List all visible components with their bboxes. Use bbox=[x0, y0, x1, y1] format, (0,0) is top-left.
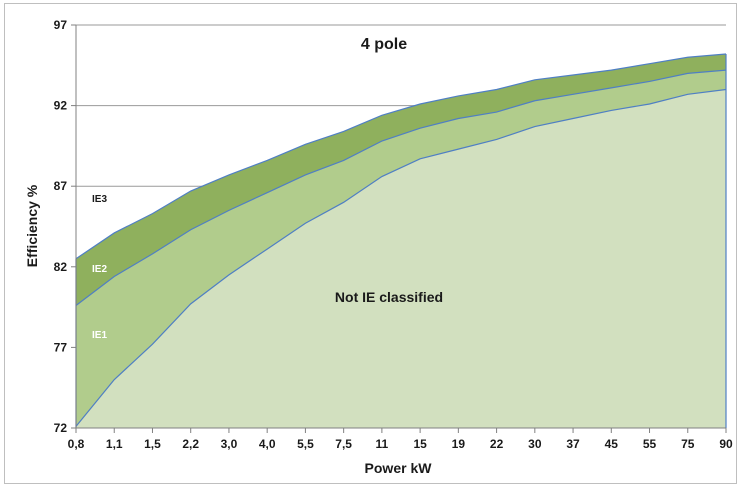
area-bands bbox=[76, 54, 726, 428]
x-tick-label-1: 1,1 bbox=[106, 437, 123, 451]
ie3-label: IE3 bbox=[92, 194, 107, 205]
x-axis-title: Power kW bbox=[365, 460, 433, 476]
x-tick-label-13: 37 bbox=[566, 437, 580, 451]
y-tick-label-2: 82 bbox=[54, 260, 68, 274]
y-tick-label-0: 72 bbox=[54, 421, 68, 435]
x-tick-label-10: 19 bbox=[452, 437, 466, 451]
y-tick-label-5: 97 bbox=[54, 18, 68, 32]
series-lines bbox=[75, 53, 727, 428]
x-tick-label-12: 30 bbox=[528, 437, 542, 451]
x-tick-label-8: 11 bbox=[376, 437, 389, 451]
y-tick-label-1: 77 bbox=[54, 340, 68, 354]
x-tick-label-7: 7,5 bbox=[335, 437, 352, 451]
x-tick-label-14: 45 bbox=[605, 437, 619, 451]
axes bbox=[71, 24, 727, 433]
area-ie1 bbox=[76, 70, 726, 427]
ie1-label: IE1 bbox=[92, 330, 107, 341]
x-tick-label-2: 1,5 bbox=[144, 437, 161, 451]
y-tick-label-4: 92 bbox=[54, 99, 68, 113]
area-not-ie-classified bbox=[76, 89, 726, 428]
x-tick-label-4: 3,0 bbox=[221, 437, 238, 451]
x-tick-label-3: 2,2 bbox=[182, 437, 199, 451]
x-tick-label-0: 0,8 bbox=[68, 437, 85, 451]
x-tick-label-17: 90 bbox=[719, 437, 733, 451]
ie2-label: IE2 bbox=[92, 264, 107, 275]
x-tick-label-9: 15 bbox=[413, 437, 427, 451]
chart-title: 4 pole bbox=[361, 36, 407, 53]
y-tick-labels: 72 77 82 87 92 97 bbox=[54, 18, 68, 435]
x-tick-label-15: 55 bbox=[643, 437, 657, 451]
series-line-ie2 bbox=[75, 69, 727, 306]
x-tick-label-5: 4,0 bbox=[259, 437, 276, 451]
y-axis-title: Efficiency % bbox=[24, 184, 40, 267]
series-line-ie1 bbox=[75, 88, 727, 427]
x-tick-label-16: 75 bbox=[681, 437, 695, 451]
x-tick-label-11: 22 bbox=[490, 437, 504, 451]
x-tick-label-6: 5,5 bbox=[297, 437, 314, 451]
y-tick-label-3: 87 bbox=[54, 179, 68, 193]
series-line-ie3 bbox=[75, 53, 727, 260]
not-ie-classified-label: Not IE classified bbox=[335, 289, 443, 305]
x-tick-labels: 0,8 1,1 1,5 2,2 3,0 4,0 5,5 7,5 11 15 19 22 30 37 45 55… bbox=[68, 437, 733, 451]
